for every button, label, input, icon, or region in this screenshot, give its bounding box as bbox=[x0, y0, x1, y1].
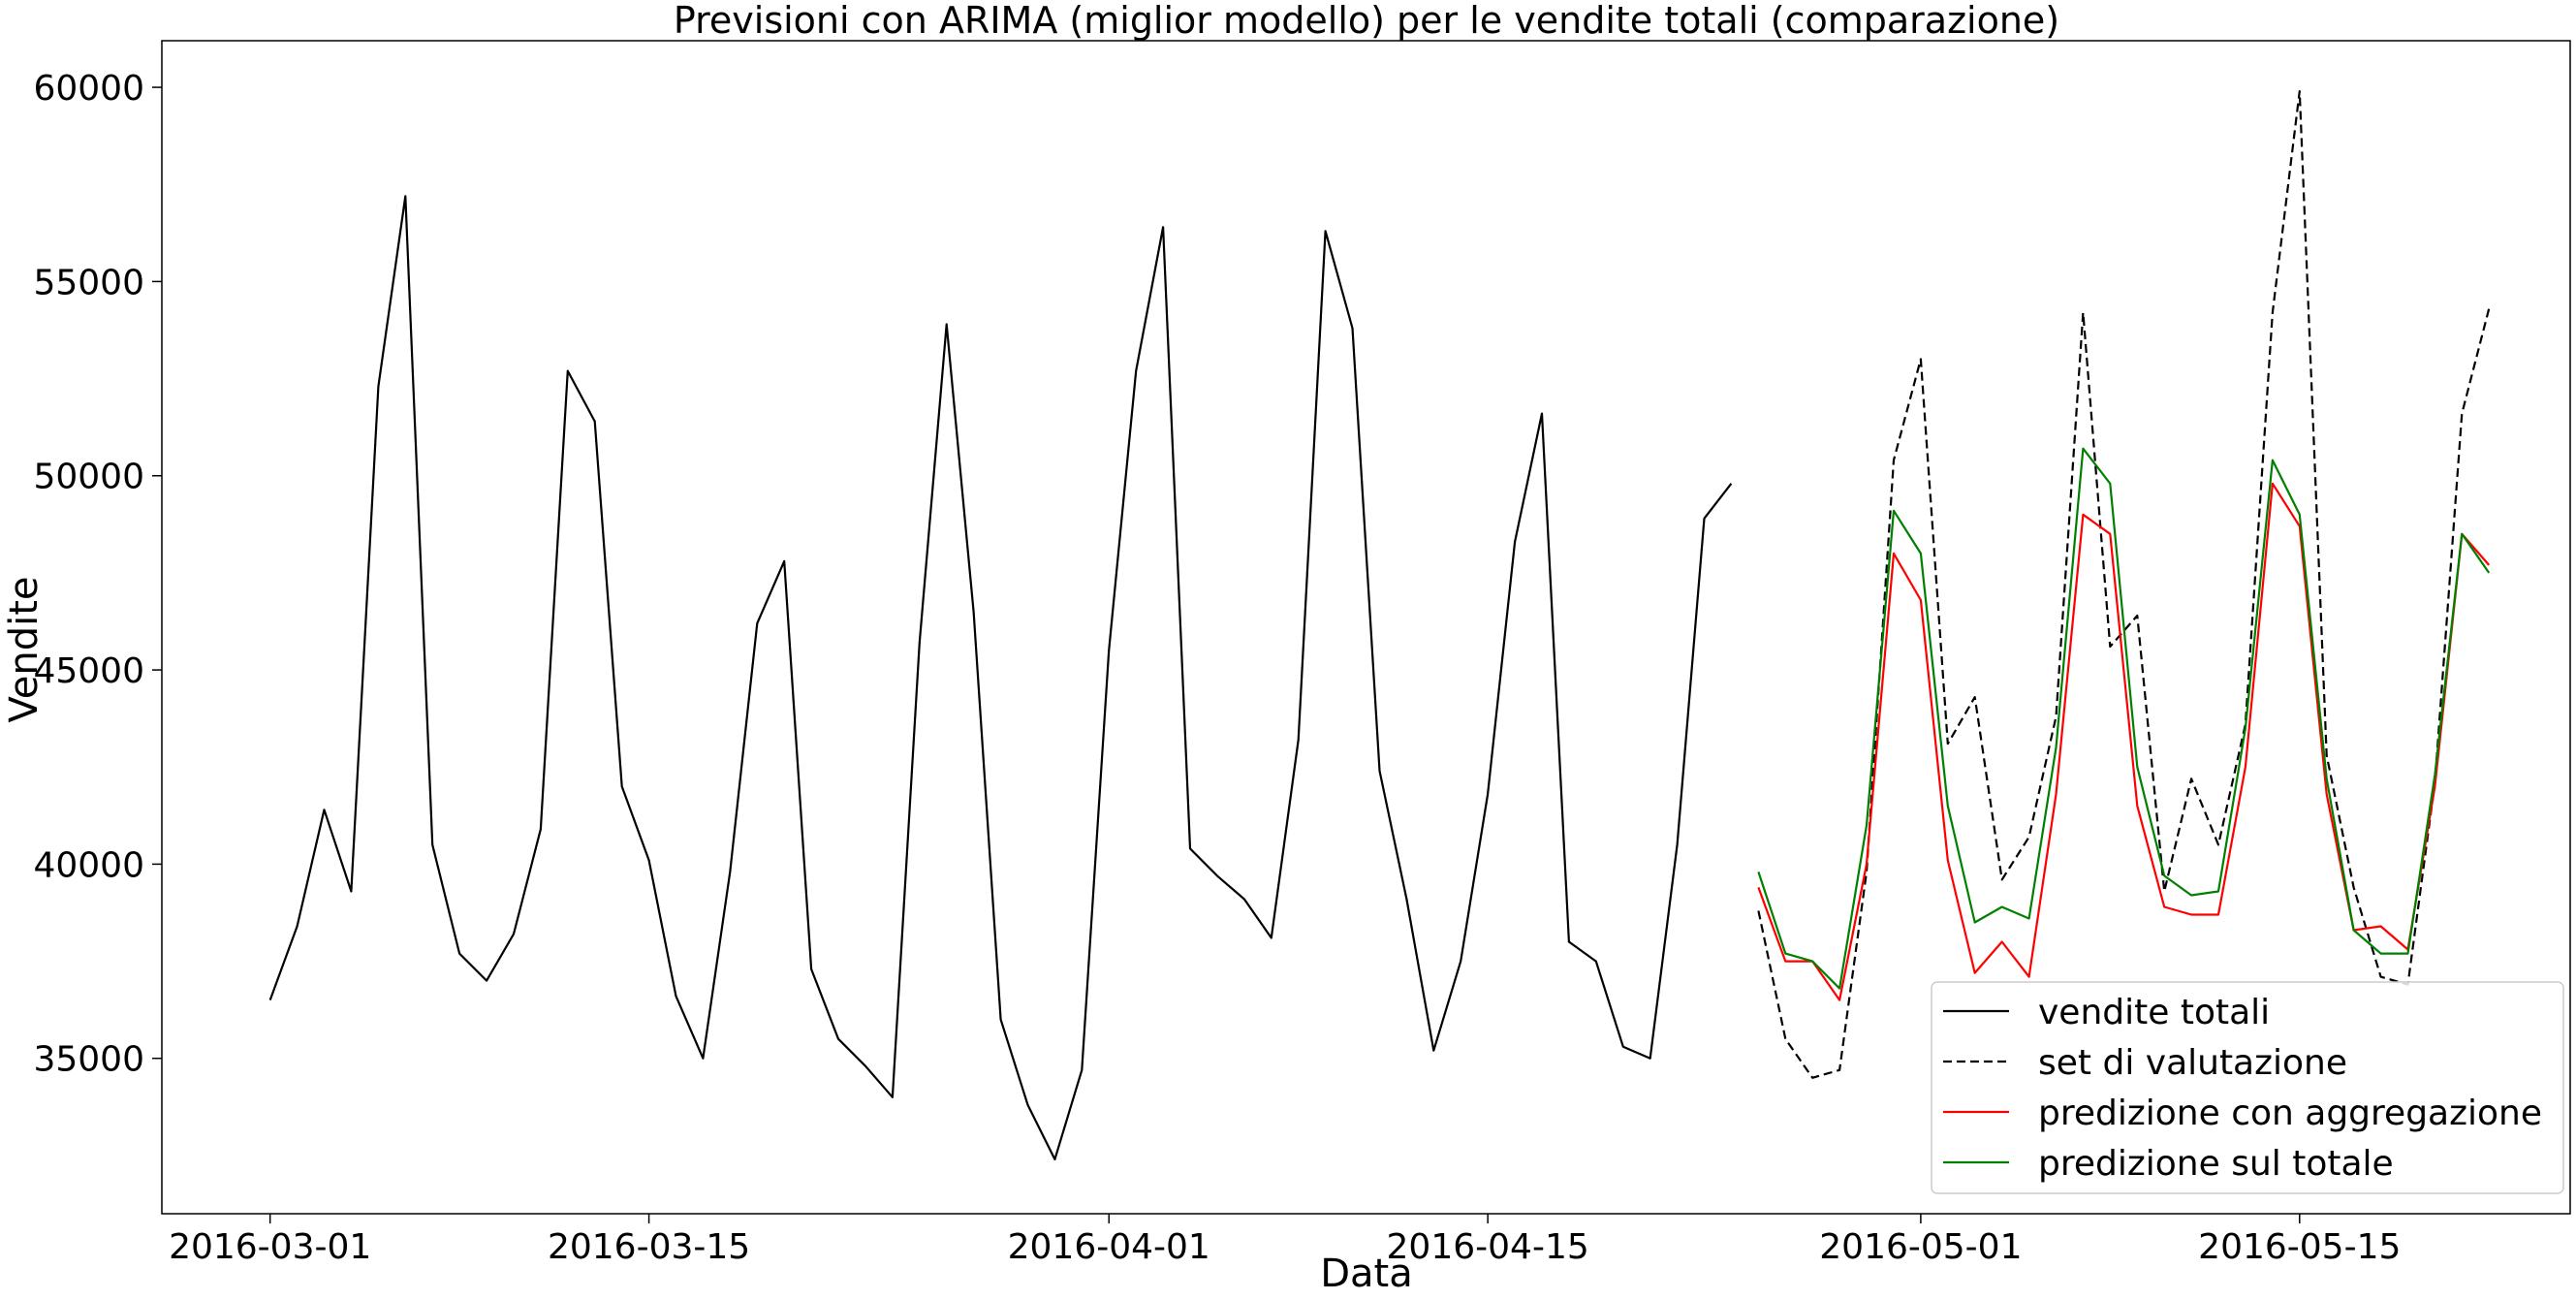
x-tick-label: 2016-04-15 bbox=[1387, 1227, 1589, 1267]
x-tick-label: 2016-03-15 bbox=[548, 1227, 750, 1267]
y-tick-label: 40000 bbox=[33, 845, 144, 885]
series-line-predizione-con-aggregazione bbox=[1757, 482, 2491, 1001]
series-layer bbox=[268, 89, 2491, 1161]
legend: vendite totali set di valutazione predizio… bbox=[1931, 981, 2564, 1194]
series-line-predizione-sul-totale bbox=[1757, 447, 2491, 990]
legend-label-set-di-valutazione: set di valutazione bbox=[2038, 1043, 2347, 1083]
legend-label-vendite-totali: vendite totali bbox=[2038, 993, 2270, 1032]
x-tick-label: 2016-04-01 bbox=[1008, 1227, 1210, 1267]
y-axis-ticks: 35000 40000 45000 50000 55000 60000 bbox=[33, 69, 162, 1080]
y-axis-label: Vendite bbox=[2, 576, 47, 722]
legend-box bbox=[1931, 981, 2564, 1194]
y-tick-label: 50000 bbox=[33, 458, 144, 497]
x-axis-ticks: 2016-03-01 2016-03-15 2016-04-01 2016-04-15… bbox=[169, 1214, 2401, 1267]
y-tick-label: 35000 bbox=[33, 1040, 144, 1080]
x-tick-label: 2016-05-15 bbox=[2198, 1227, 2401, 1267]
series-line-vendite-totali bbox=[268, 195, 1733, 1161]
y-tick-label: 60000 bbox=[33, 69, 144, 109]
x-tick-label: 2016-03-01 bbox=[169, 1227, 371, 1267]
legend-label-predizione-con-aggregazione: predizione con aggregazione bbox=[2038, 1094, 2542, 1133]
x-tick-label: 2016-05-01 bbox=[1819, 1227, 2022, 1267]
series-line-set-di-valutazione bbox=[1757, 89, 2491, 1079]
chart-title: Previsioni con ARIMA (miglior modello) p… bbox=[674, 0, 2059, 42]
legend-label-predizione-sul-totale: predizione sul totale bbox=[2038, 1144, 2394, 1184]
plot-area-frame bbox=[161, 40, 2571, 1215]
y-tick-label: 55000 bbox=[33, 263, 144, 302]
y-tick-label: 45000 bbox=[33, 651, 144, 691]
x-axis-label: Data bbox=[1320, 1252, 1413, 1296]
